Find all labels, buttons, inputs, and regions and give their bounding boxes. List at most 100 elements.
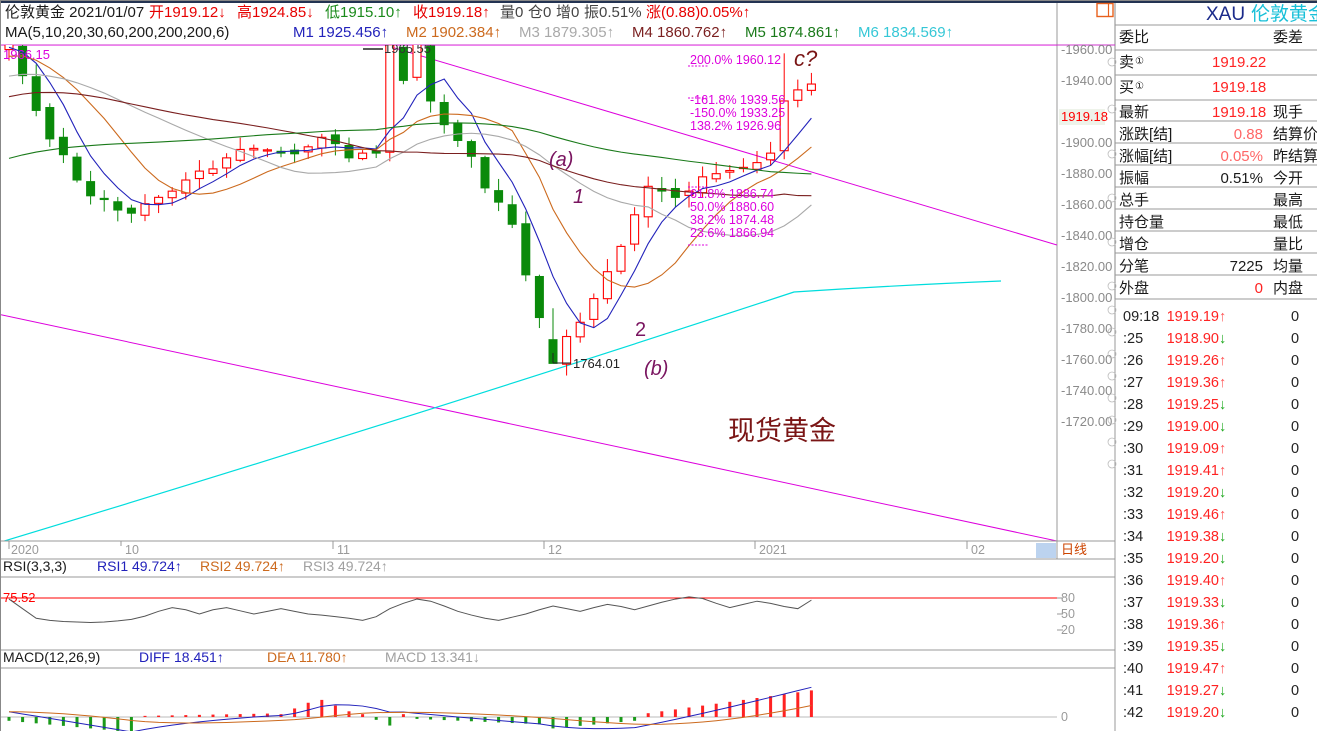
svg-text:伦敦黄金 2021/01/07: 伦敦黄金 2021/01/07	[5, 4, 144, 21]
svg-text:2020: 2020	[11, 543, 39, 557]
svg-text:1919.40: 1919.40	[1167, 573, 1219, 589]
svg-text:0: 0	[1291, 463, 1299, 479]
svg-text:-1780.00: -1780.00	[1061, 321, 1112, 336]
svg-text::31: :31	[1123, 463, 1143, 479]
svg-text:20: 20	[1061, 623, 1075, 637]
svg-text:0: 0	[1291, 375, 1299, 391]
svg-text:↑: ↑	[1219, 375, 1226, 391]
svg-text:1919.36: 1919.36	[1167, 375, 1219, 391]
svg-text:振幅: 振幅	[1119, 170, 1149, 187]
svg-text:-1720.00: -1720.00	[1061, 414, 1112, 429]
svg-text:分笔: 分笔	[1119, 258, 1149, 275]
svg-text:1915.10↑: 1915.10↑	[340, 4, 402, 21]
svg-text:最高: 最高	[1273, 192, 1303, 209]
svg-text:↑: ↑	[1219, 309, 1226, 325]
svg-text:振0.51%: 振0.51%	[584, 4, 642, 21]
svg-text:①: ①	[1135, 81, 1144, 92]
svg-text:仓0: 仓0	[528, 4, 551, 21]
svg-text:1764.01: 1764.01	[573, 356, 620, 371]
svg-text:1919.18: 1919.18	[1212, 104, 1266, 121]
svg-text:12: 12	[548, 543, 562, 557]
svg-text:XAU: XAU	[1206, 4, 1245, 25]
svg-text:0: 0	[1291, 397, 1299, 413]
svg-text:↓: ↓	[1219, 639, 1226, 655]
svg-text:收: 收	[413, 4, 428, 21]
svg-text:0: 0	[1291, 617, 1299, 633]
svg-text::42: :42	[1123, 705, 1143, 721]
svg-text:1919.18↑: 1919.18↑	[428, 4, 490, 21]
svg-text::32: :32	[1123, 485, 1143, 501]
svg-text:均量: 均量	[1273, 258, 1303, 275]
svg-text:RSI(3,3,3): RSI(3,3,3)	[3, 558, 67, 574]
svg-text:①: ①	[1135, 56, 1144, 67]
svg-text:↓: ↓	[1219, 551, 1226, 567]
svg-text:外盘: 外盘	[1119, 279, 1149, 297]
svg-text:涨(0.88)0.05%↑: 涨(0.88)0.05%↑	[646, 4, 750, 21]
svg-text::37: :37	[1123, 595, 1143, 611]
svg-text:↓: ↓	[1219, 419, 1226, 435]
svg-text:-1820.00: -1820.00	[1061, 259, 1112, 274]
svg-text:开: 开	[149, 4, 164, 21]
svg-text:0: 0	[1291, 551, 1299, 567]
svg-text:0.05%: 0.05%	[1220, 148, 1263, 165]
svg-text:1919.12↓: 1919.12↓	[164, 4, 226, 21]
svg-text:MA(5,10,20,30,60,200,200,200,6: MA(5,10,20,30,60,200,200,200,6)	[5, 24, 229, 41]
svg-text:增仓: 增仓	[1119, 236, 1149, 253]
svg-text:-161.8% 1939.56: -161.8% 1939.56	[690, 93, 785, 107]
svg-text:现手: 现手	[1273, 104, 1303, 121]
svg-text:0: 0	[1291, 705, 1299, 721]
svg-text:50.0% 1880.60: 50.0% 1880.60	[690, 200, 774, 214]
svg-text:80: 80	[1061, 591, 1075, 605]
svg-text:↓: ↓	[1219, 595, 1226, 611]
svg-text:量0: 量0	[500, 4, 523, 21]
svg-text:↑: ↑	[1219, 573, 1226, 589]
svg-text:M2 1902.384↑: M2 1902.384↑	[406, 24, 501, 41]
svg-text:M5 1874.861↑: M5 1874.861↑	[745, 24, 840, 41]
svg-text:RSI3 49.724↑: RSI3 49.724↑	[303, 558, 388, 574]
svg-text:DIFF 18.451↑: DIFF 18.451↑	[139, 649, 224, 665]
svg-text:↓: ↓	[1219, 683, 1226, 699]
svg-text:-1860.00: -1860.00	[1061, 197, 1112, 212]
svg-text:低: 低	[325, 4, 340, 21]
svg-text:1919.22: 1919.22	[1212, 54, 1266, 71]
svg-text:10: 10	[125, 543, 139, 557]
svg-text:138.2% 1926.96: 138.2% 1926.96	[690, 119, 781, 133]
svg-text:2021: 2021	[759, 543, 787, 557]
svg-text::35: :35	[1123, 551, 1143, 567]
svg-text:最低: 最低	[1273, 214, 1303, 231]
svg-text:M1 1925.456↑: M1 1925.456↑	[293, 24, 388, 41]
svg-text:-1800.00: -1800.00	[1061, 290, 1112, 305]
svg-text:1919.41: 1919.41	[1167, 463, 1219, 479]
svg-text:1919.19: 1919.19	[1167, 309, 1219, 325]
svg-text:今开: 今开	[1273, 170, 1303, 187]
svg-text:0: 0	[1291, 507, 1299, 523]
svg-text:DEA 11.780↑: DEA 11.780↑	[267, 649, 348, 665]
svg-text:涨跌[结]: 涨跌[结]	[1119, 126, 1172, 143]
svg-text:RSI2 49.724↑: RSI2 49.724↑	[200, 558, 285, 574]
svg-text:委比: 委比	[1119, 29, 1149, 46]
svg-text:1918.90: 1918.90	[1167, 331, 1219, 347]
svg-text:↑: ↑	[1219, 353, 1226, 369]
svg-text:最新: 最新	[1119, 104, 1149, 121]
svg-text:量比: 量比	[1273, 236, 1303, 253]
svg-text:0.51%: 0.51%	[1220, 170, 1263, 187]
svg-text:MACD 13.341↓: MACD 13.341↓	[385, 649, 480, 665]
svg-text:↓: ↓	[1219, 485, 1226, 501]
svg-text:M4 1860.762↑: M4 1860.762↑	[632, 24, 727, 41]
svg-text:↑: ↑	[1219, 441, 1226, 457]
svg-text:02: 02	[971, 543, 985, 557]
svg-text:1919.20: 1919.20	[1167, 551, 1219, 567]
svg-text:0: 0	[1255, 280, 1263, 297]
svg-text:09:18: 09:18	[1123, 309, 1159, 325]
svg-text::26: :26	[1123, 353, 1143, 369]
svg-text:7225: 7225	[1230, 258, 1263, 275]
svg-text:38.2% 1874.48: 38.2% 1874.48	[690, 213, 774, 227]
svg-text:61.8% 1886.74: 61.8% 1886.74	[690, 187, 774, 201]
svg-text:1924.85↓: 1924.85↓	[252, 4, 314, 21]
svg-text:↓: ↓	[1219, 331, 1226, 347]
svg-text:0: 0	[1291, 683, 1299, 699]
svg-text:现货黄金: 现货黄金	[728, 416, 836, 446]
svg-text:2: 2	[635, 319, 646, 341]
svg-text:M3 1879.305↑: M3 1879.305↑	[519, 24, 614, 41]
svg-text::40: :40	[1123, 661, 1143, 677]
